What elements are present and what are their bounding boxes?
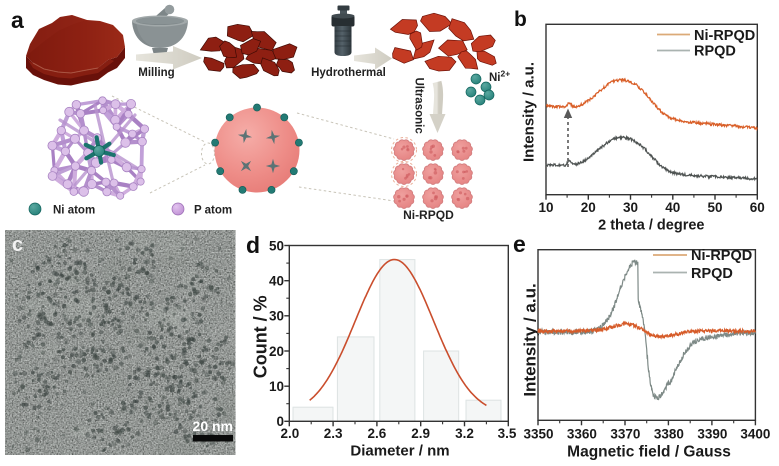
svg-text:3380: 3380 bbox=[654, 426, 684, 441]
svg-text:c: c bbox=[12, 234, 23, 256]
svg-text:Ni-RPQD: Ni-RPQD bbox=[691, 248, 752, 264]
svg-text:3390: 3390 bbox=[697, 426, 727, 441]
svg-text:Milling: Milling bbox=[138, 67, 174, 79]
svg-text:3370: 3370 bbox=[610, 426, 640, 441]
svg-text:20: 20 bbox=[581, 200, 596, 215]
svg-text:20 nm: 20 nm bbox=[193, 418, 233, 434]
svg-text:e: e bbox=[513, 231, 526, 257]
svg-text:3350: 3350 bbox=[523, 426, 553, 441]
svg-text:Ni-RPQD: Ni-RPQD bbox=[694, 28, 755, 44]
svg-text:a: a bbox=[11, 7, 24, 33]
svg-text:3400: 3400 bbox=[740, 426, 770, 441]
svg-text:RPQD: RPQD bbox=[694, 44, 736, 60]
svg-text:2 theta / degree: 2 theta / degree bbox=[598, 218, 704, 234]
svg-text:RPQD: RPQD bbox=[691, 266, 733, 282]
svg-text:10: 10 bbox=[269, 379, 284, 394]
svg-text:2.3: 2.3 bbox=[324, 426, 343, 441]
svg-text:30: 30 bbox=[269, 309, 284, 324]
svg-text:d: d bbox=[246, 232, 260, 258]
svg-text:3.5: 3.5 bbox=[498, 426, 517, 441]
svg-text:Hydrothermal: Hydrothermal bbox=[311, 67, 386, 79]
svg-text:Ultrasonic: Ultrasonic bbox=[413, 78, 425, 135]
svg-text:Intensity / a.u.: Intensity / a.u. bbox=[521, 283, 540, 396]
svg-text:P atom: P atom bbox=[194, 205, 232, 217]
svg-text:60: 60 bbox=[750, 200, 765, 215]
svg-text:50: 50 bbox=[707, 200, 722, 215]
svg-text:Ni-RPQD: Ni-RPQD bbox=[403, 208, 454, 222]
svg-text:Count / %: Count / % bbox=[251, 295, 271, 378]
svg-text:2.6: 2.6 bbox=[368, 426, 387, 441]
svg-text:40: 40 bbox=[665, 200, 680, 215]
svg-text:Diameter / nm: Diameter / nm bbox=[350, 442, 449, 459]
svg-text:b: b bbox=[514, 8, 527, 31]
svg-text:2.0: 2.0 bbox=[281, 426, 300, 441]
svg-text:3360: 3360 bbox=[567, 426, 597, 441]
svg-text:Intensity / a.u.: Intensity / a.u. bbox=[521, 62, 538, 162]
svg-text:20: 20 bbox=[269, 344, 284, 359]
svg-text:40: 40 bbox=[269, 274, 284, 289]
svg-text:2.9: 2.9 bbox=[411, 426, 430, 441]
svg-text:3.2: 3.2 bbox=[455, 426, 474, 441]
svg-text:Magnetic field / Gauss: Magnetic field / Gauss bbox=[567, 443, 731, 460]
svg-text:0: 0 bbox=[276, 414, 284, 429]
svg-text:50: 50 bbox=[269, 238, 284, 253]
svg-text:Ni atom: Ni atom bbox=[53, 205, 95, 217]
svg-text:10: 10 bbox=[538, 200, 553, 215]
svg-text:30: 30 bbox=[623, 200, 638, 215]
